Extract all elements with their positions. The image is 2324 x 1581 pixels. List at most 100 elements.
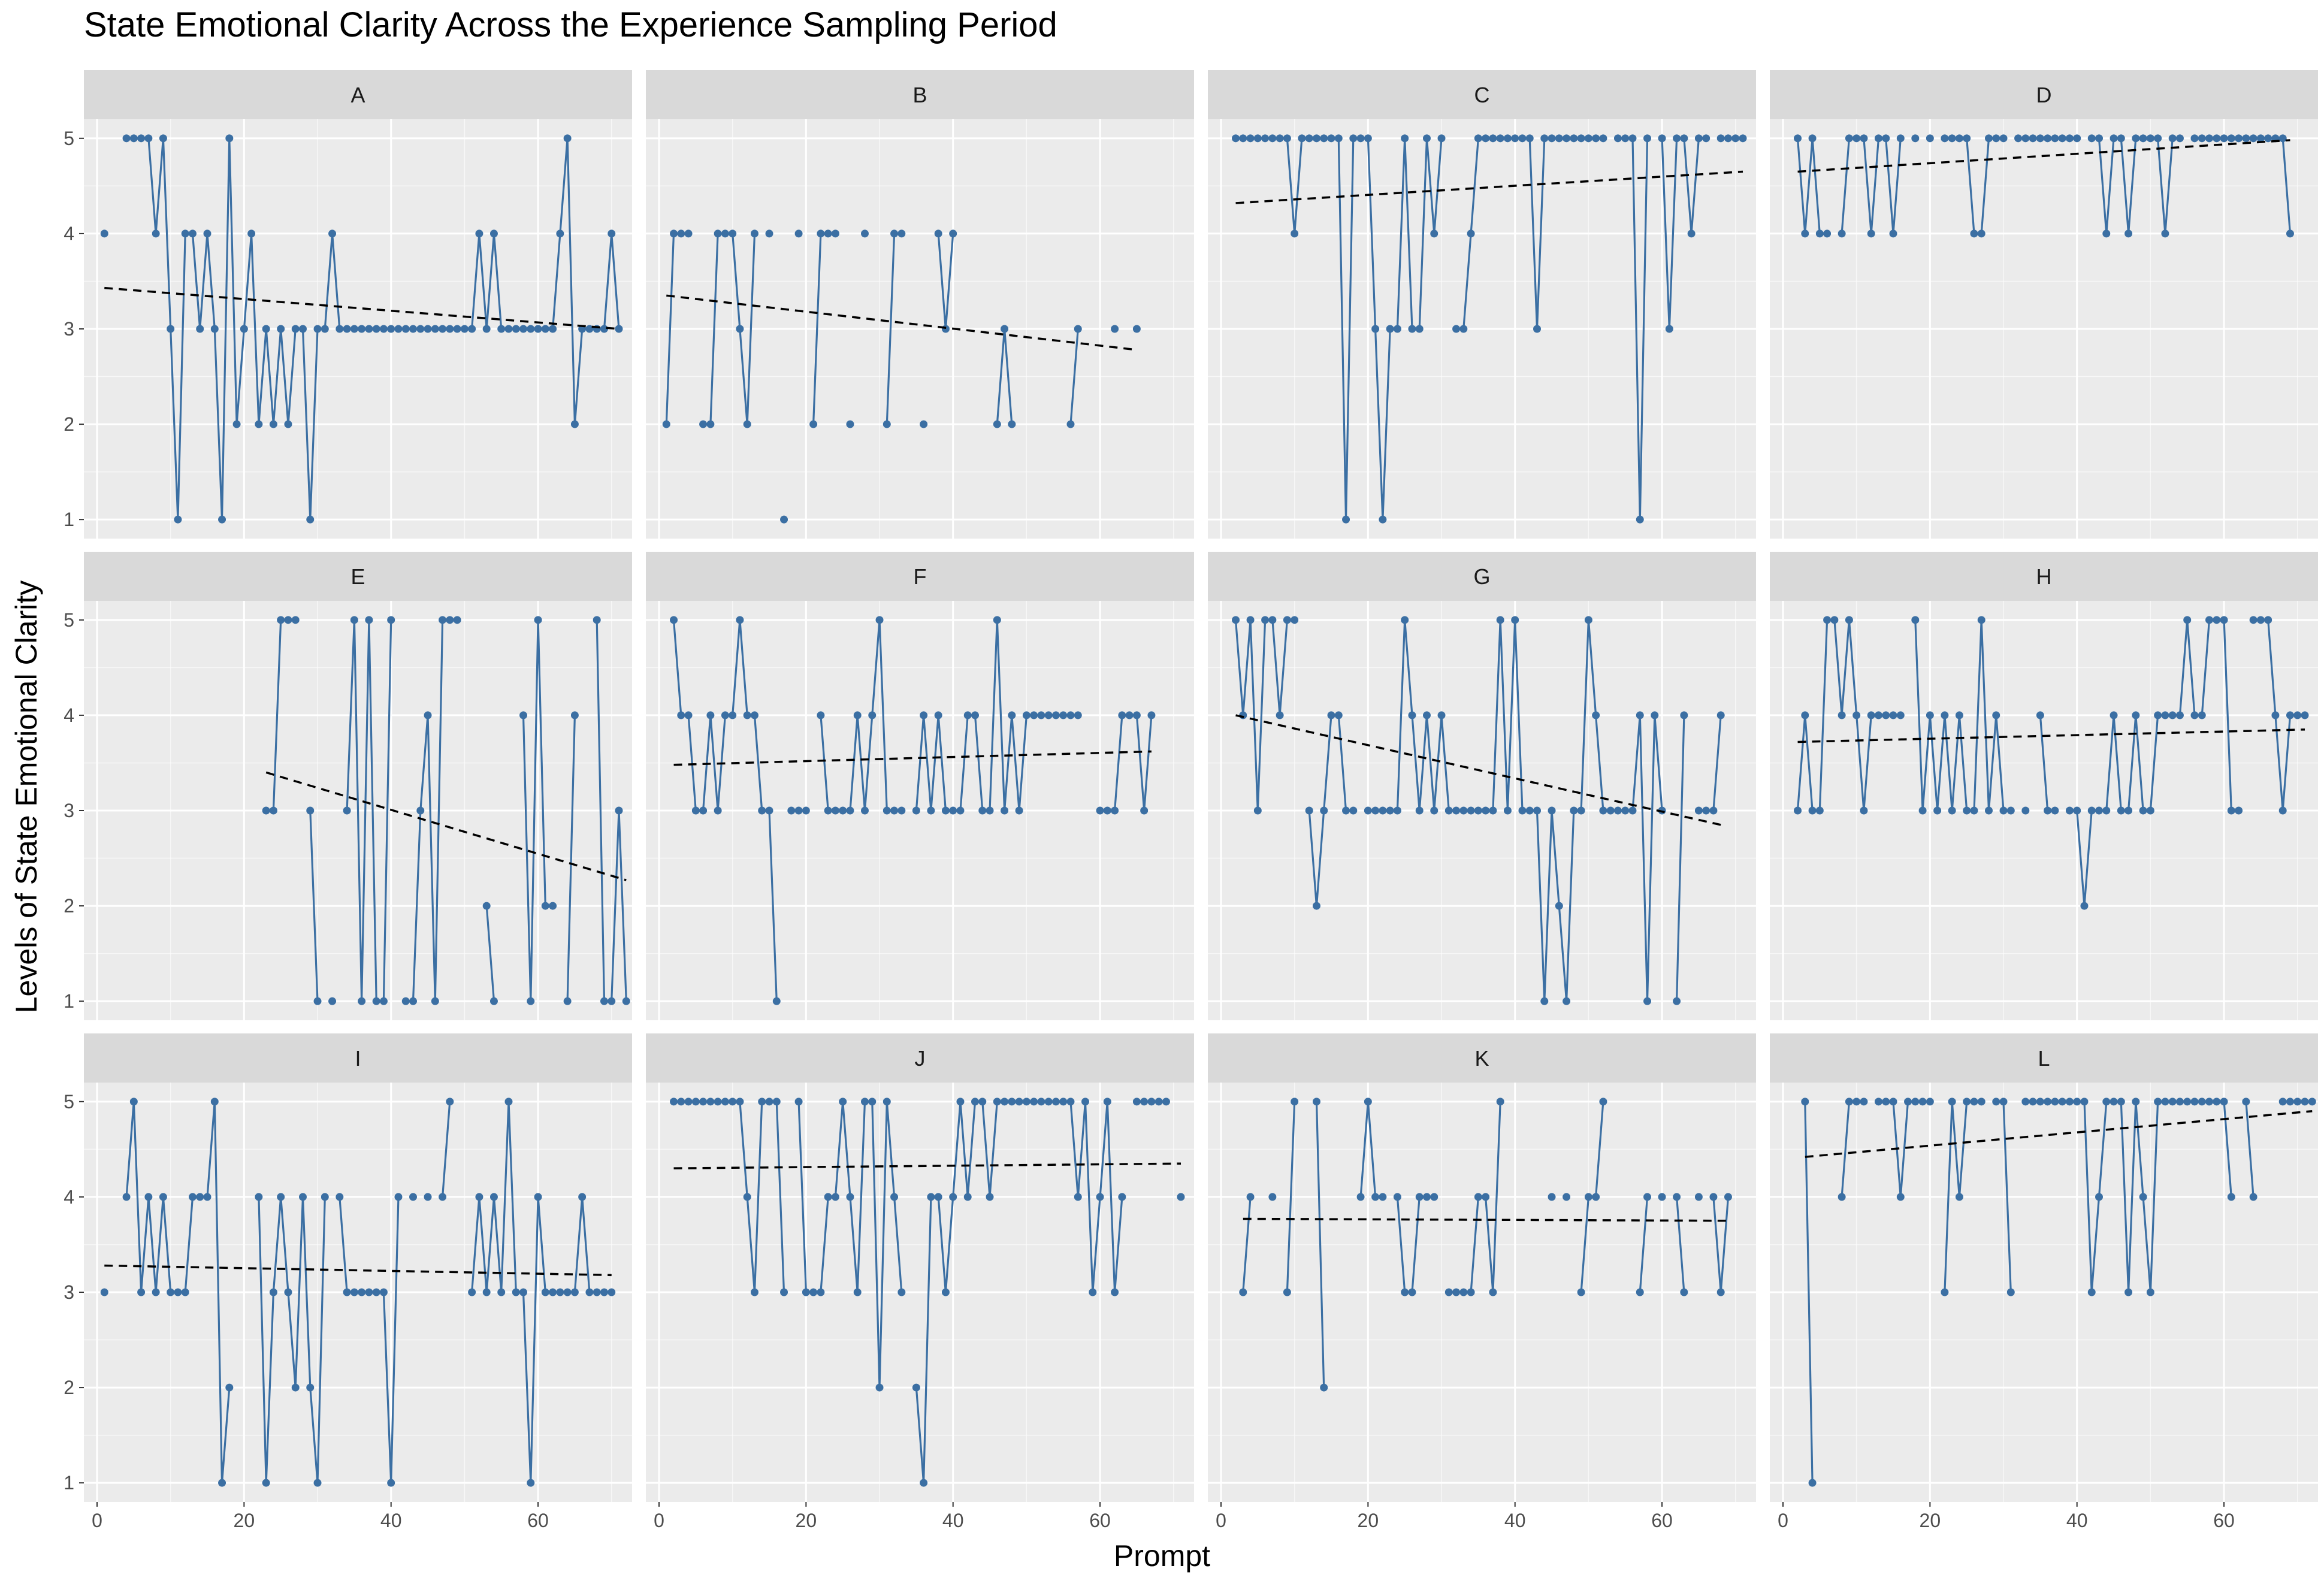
- data-point: [1860, 806, 1868, 815]
- data-point: [714, 229, 722, 238]
- data-point: [298, 1193, 307, 1201]
- data-point: [2213, 616, 2221, 624]
- data-point: [1992, 134, 2000, 143]
- data-point: [971, 1098, 980, 1106]
- data-point: [489, 997, 498, 1005]
- data-point: [2117, 134, 2125, 143]
- data-point: [684, 229, 693, 238]
- data-point: [497, 1288, 506, 1296]
- data-point: [1232, 616, 1240, 624]
- data-point: [336, 325, 344, 333]
- data-point: [831, 229, 839, 238]
- data-point: [306, 515, 315, 524]
- x-tick-label: 60: [1089, 1510, 1111, 1531]
- data-point: [1680, 1288, 1688, 1296]
- data-point: [1518, 806, 1527, 815]
- data-point: [1941, 711, 1949, 720]
- data-point: [1030, 711, 1038, 720]
- data-point: [1261, 616, 1270, 624]
- data-point: [1963, 806, 1971, 815]
- data-point: [306, 806, 315, 815]
- data-point: [1651, 711, 1659, 720]
- data-point: [1177, 1193, 1185, 1201]
- data-point: [1882, 134, 1890, 143]
- data-point: [1430, 229, 1438, 238]
- data-point: [1555, 902, 1563, 910]
- data-point: [291, 616, 300, 624]
- data-point: [129, 134, 138, 143]
- data-point: [1984, 134, 1993, 143]
- data-point: [1320, 1383, 1328, 1392]
- data-point: [1283, 1288, 1291, 1296]
- data-point: [2146, 134, 2154, 143]
- data-point: [1096, 806, 1104, 815]
- data-point: [1584, 134, 1592, 143]
- data-point: [1511, 134, 1519, 143]
- data-point: [2044, 806, 2052, 815]
- y-tick-label: 3: [64, 800, 74, 821]
- data-point: [2256, 134, 2265, 143]
- data-point: [387, 616, 395, 624]
- data-point: [2029, 134, 2037, 143]
- data-point: [736, 325, 744, 333]
- data-point: [1415, 806, 1424, 815]
- data-point: [453, 325, 461, 333]
- data-point: [585, 1288, 594, 1296]
- data-point: [1489, 134, 1497, 143]
- data-point: [1459, 806, 1468, 815]
- data-point: [1401, 1288, 1409, 1296]
- data-point: [2301, 1098, 2309, 1106]
- data-point: [2271, 711, 2280, 720]
- data-point: [1570, 134, 1578, 143]
- data-point: [365, 1288, 373, 1296]
- data-point: [1680, 711, 1688, 720]
- data-point: [563, 134, 572, 143]
- data-point: [1320, 806, 1328, 815]
- data-point: [1794, 134, 1802, 143]
- data-point: [1118, 711, 1126, 720]
- data-point: [1636, 711, 1644, 720]
- data-point: [2205, 1098, 2214, 1106]
- data-point: [1276, 134, 1284, 143]
- facet-strip-label: H: [2036, 564, 2052, 589]
- series-line: [1286, 1101, 1296, 1293]
- data-point: [1489, 806, 1497, 815]
- data-point: [269, 806, 277, 815]
- data-point: [482, 325, 491, 333]
- data-point: [1140, 806, 1149, 815]
- data-point: [1823, 229, 1832, 238]
- data-point: [1371, 806, 1380, 815]
- data-point: [662, 420, 670, 428]
- data-point: [181, 229, 189, 238]
- data-point: [527, 997, 535, 1005]
- data-point: [846, 1193, 854, 1201]
- data-point: [122, 1193, 131, 1201]
- data-point: [824, 806, 832, 815]
- data-point: [482, 1288, 491, 1296]
- data-point: [1496, 1098, 1504, 1106]
- data-point: [714, 806, 722, 815]
- data-point: [1074, 325, 1082, 333]
- data-point: [358, 997, 366, 1005]
- data-point: [831, 806, 839, 815]
- series-line: [1242, 1196, 1252, 1293]
- data-point: [1111, 806, 1119, 815]
- data-point: [424, 325, 432, 333]
- data-point: [1066, 420, 1075, 428]
- y-tick-label: 2: [64, 895, 74, 917]
- data-point: [1008, 711, 1016, 720]
- data-point: [1474, 134, 1482, 143]
- data-point: [1386, 806, 1394, 815]
- x-tick-label: 0: [1778, 1510, 1788, 1531]
- data-point: [1103, 806, 1111, 815]
- data-point: [2021, 1098, 2030, 1106]
- data-point: [1643, 1193, 1652, 1201]
- data-point: [1408, 711, 1416, 720]
- data-point: [824, 1193, 832, 1201]
- facet-panel-E: E 1 2 3 4 5: [64, 552, 632, 1020]
- y-tick-label: 2: [64, 1377, 74, 1398]
- data-point: [1044, 1098, 1053, 1106]
- data-point: [460, 325, 469, 333]
- data-point: [1815, 229, 1824, 238]
- data-point: [563, 1288, 572, 1296]
